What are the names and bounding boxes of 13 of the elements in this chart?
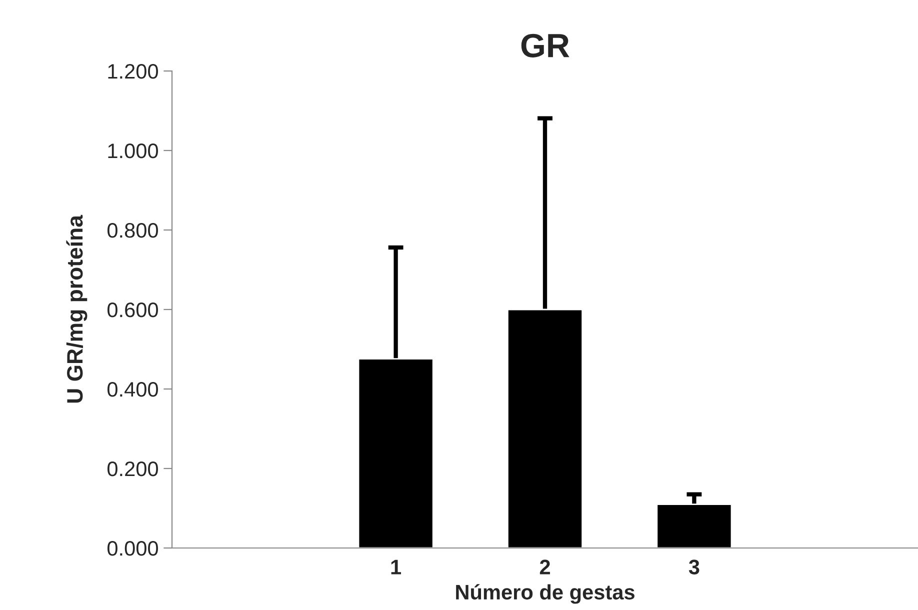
- y-tick-label: 0.600: [107, 302, 158, 318]
- y-tick-label: 1.200: [108, 64, 158, 79]
- x-tick-label: 1: [391, 560, 402, 574]
- chart-title: GR: [521, 34, 570, 58]
- y-tick-label: 0.800: [107, 223, 158, 238]
- y-tick-label: 0.000: [107, 541, 158, 556]
- y-tick-label: 0.400: [107, 382, 158, 397]
- x-tick-label: 2: [540, 560, 550, 574]
- y-tick-label: 1.000: [108, 144, 158, 158]
- x-tick-label: 3: [688, 560, 700, 574]
- x-axis-title: Número de gestas: [456, 584, 634, 604]
- y-tick-label: 0.200: [107, 462, 158, 476]
- y-axis-title: U GR/mg proteína: [66, 214, 88, 403]
